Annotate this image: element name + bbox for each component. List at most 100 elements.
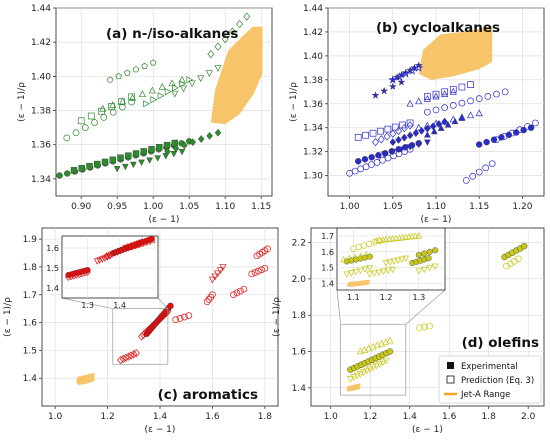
data-point [356,371,364,378]
data-point [240,285,248,293]
inset-data-point [345,254,353,262]
data-point [532,119,539,127]
data-point [346,376,355,383]
x-axis-label: (ε − 1) [149,215,180,225]
inset-x-tick-label: 1.3 [81,301,94,310]
data-point [206,131,213,140]
zoom-region-box [112,308,169,365]
zoom-connector-line [336,289,341,325]
inset-data-point [357,267,364,275]
y-axis-label: (ε − 1)/ρ [289,82,299,122]
data-point [356,347,364,355]
data-point [81,124,89,131]
data-point [524,122,531,130]
data-series-3 [372,121,414,147]
y-axis-label: (ε − 1)/ρ [17,82,27,122]
data-point [156,144,163,151]
data-point [350,374,358,382]
x-tick-label: 1.8 [258,412,273,422]
data-point [382,357,390,365]
data-point [211,273,219,281]
data-point [197,75,205,83]
data-point [70,167,78,174]
y-tick-label: 1.5 [23,346,37,356]
data-point [377,127,384,135]
data-point [415,141,423,149]
data-point [72,129,80,137]
data-series-14 [476,124,535,148]
inset-data-point [420,266,428,274]
data-point [87,112,95,120]
data-point [254,267,262,275]
x-tick-label: 1.00 [143,202,163,212]
data-series-6 [230,285,248,299]
data-point [164,88,172,96]
data-point [143,100,151,108]
inset-data-point [361,266,369,273]
data-point [171,90,179,98]
inset-x-tick-label: 1.2 [380,293,393,302]
data-point [354,133,362,141]
data-point [458,99,466,107]
data-series-2 [143,302,174,337]
plot-content [56,12,263,179]
x-tick-label: 1.0 [48,412,63,422]
inset-data-point [343,271,351,278]
data-point [158,82,166,90]
x-tick-label: 1.2 [100,412,114,422]
data-point [117,154,124,161]
data-point [148,86,156,94]
x-tick-label: 1.4 [403,412,418,422]
inset-series-5 [122,236,155,252]
data-point [424,139,431,146]
data-point [394,72,404,81]
data-point [372,362,380,370]
data-point [77,117,85,125]
data-series-7 [248,264,269,278]
inset-data-point [141,239,148,246]
inset-series-4 [372,232,423,244]
y-tick-label: 1.44 [31,4,51,14]
inset-data-point [352,268,360,276]
data-point [78,165,85,172]
data-series-3 [164,128,222,156]
data-point [388,75,398,84]
data-point [128,98,135,106]
data-point [451,117,459,125]
data-point [261,264,269,272]
x-axis-label: (ε − 1) [145,425,176,435]
data-point [208,276,217,284]
x-tick-label: 1.2 [363,412,377,422]
data-point [101,158,109,166]
inset-data-point [421,250,428,257]
data-point [380,86,389,95]
data-point [501,88,509,96]
y-tick-label: 1.38 [303,76,323,86]
inset-data-point [130,242,137,249]
y-tick-label: 1.36 [303,100,323,110]
data-point [125,152,132,159]
panel-title: (a) n-/iso-alkanes [106,26,238,42]
data-point [400,123,408,133]
data-point [207,49,215,59]
data-series-8 [253,245,271,260]
data-series-10 [424,81,474,100]
data-series-10 [207,12,251,59]
data-point [197,135,205,143]
data-point [386,336,394,344]
data-point [406,144,414,151]
data-point [388,82,397,91]
inset-data-point [340,255,347,263]
data-point [476,141,483,148]
data-point [432,90,440,98]
inset-data-point [348,270,355,277]
data-point [366,366,374,373]
y-tick-label: 2.2 [292,239,306,249]
data-point [181,141,188,150]
inset-y-tick-label: 1.4 [46,284,59,293]
data-point [423,121,431,129]
jet-a-range-area [346,383,361,392]
inset-data-point [76,270,83,279]
inset-data-point [426,265,434,272]
data-point [458,113,466,121]
